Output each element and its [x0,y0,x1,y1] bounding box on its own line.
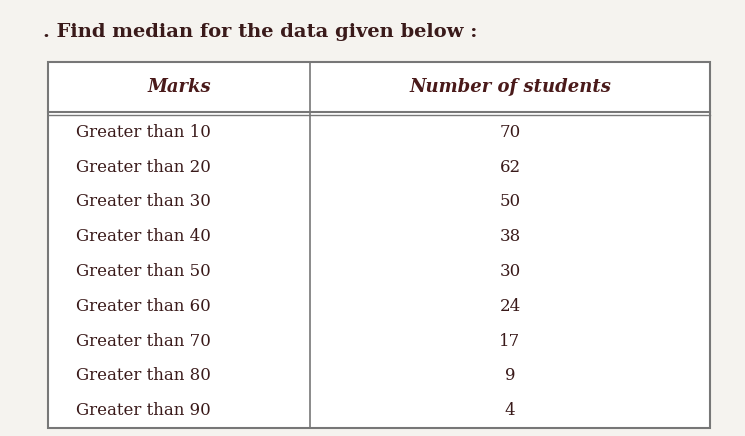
Text: Number of students: Number of students [409,78,611,96]
Text: 24: 24 [499,298,521,315]
Text: Greater than 30: Greater than 30 [76,194,211,211]
Text: 17: 17 [499,333,521,350]
Text: 50: 50 [499,194,521,211]
Text: 30: 30 [499,263,521,280]
Text: Greater than 60: Greater than 60 [76,298,211,315]
Text: Greater than 20: Greater than 20 [76,159,211,176]
Text: Greater than 90: Greater than 90 [76,402,211,419]
Text: 4: 4 [504,402,516,419]
Text: 38: 38 [499,228,521,245]
Text: 9: 9 [505,368,516,384]
Text: Greater than 40: Greater than 40 [76,228,211,245]
Bar [48,62,710,428]
Text: Greater than 80: Greater than 80 [76,368,211,384]
Text: Greater than 10: Greater than 10 [76,124,211,141]
Text: Greater than 70: Greater than 70 [76,333,211,350]
Text: Marks: Marks [148,78,211,96]
Bar [48,62,710,428]
Text: 62: 62 [499,159,521,176]
Text: . Find median for the data given below :: . Find median for the data given below : [43,23,478,41]
Text: Greater than 50: Greater than 50 [76,263,211,280]
Text: 70: 70 [499,124,521,141]
